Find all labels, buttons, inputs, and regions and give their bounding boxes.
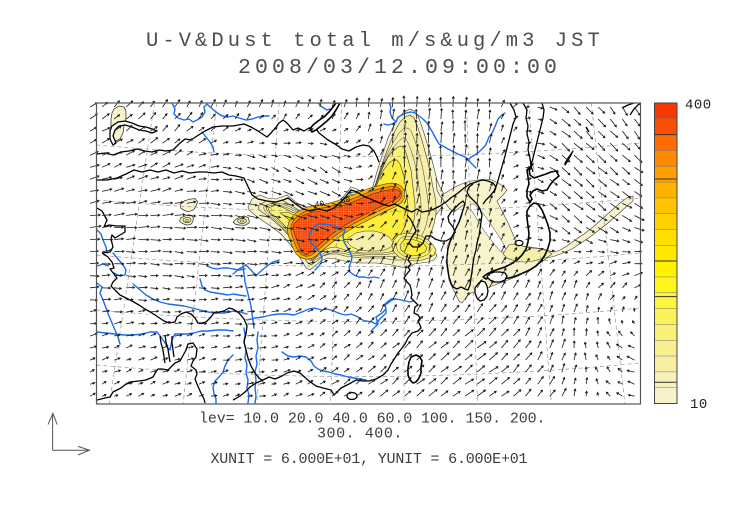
svg-text:300. 400.: 300. 400.	[317, 426, 403, 443]
svg-text:400: 400	[685, 98, 712, 114]
svg-text:10: 10	[690, 397, 708, 413]
svg-text:lev= 10.0 20.0 40.0 60.0 100.: lev= 10.0 20.0 40.0 60.0 100. 150. 200.	[199, 411, 545, 428]
svg-text:40: 40	[314, 200, 325, 210]
svg-text:U-V&Dust total m/s&ug/m3 JST: U-V&Dust total m/s&ug/m3 JST	[146, 30, 604, 53]
svg-text:2008/03/12.09:00:00: 2008/03/12.09:00:00	[238, 56, 561, 80]
svg-text:XUNIT = 6.000E+01, YUNIT = 6.0: XUNIT = 6.000E+01, YUNIT = 6.000E+01	[211, 451, 528, 468]
svg-text:60: 60	[340, 196, 351, 206]
